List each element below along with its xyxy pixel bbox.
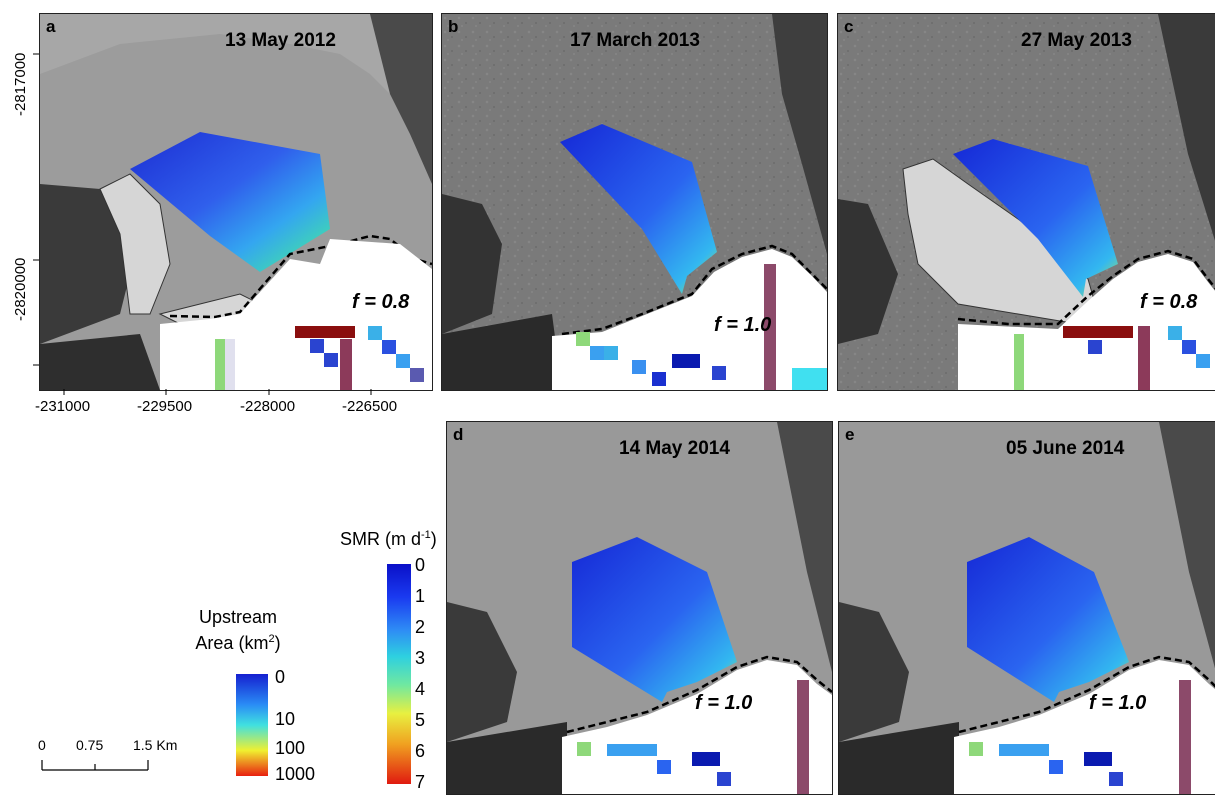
panel-c-f: f = 0.8	[1140, 291, 1198, 313]
area-legend-title: Upstream Area (km2)	[195, 607, 281, 653]
smr-label-4: 4	[415, 679, 426, 699]
panel-a-f: f = 0.8	[352, 291, 410, 313]
scale-bar	[41, 760, 149, 771]
scale-label-2: 1.5 Km	[133, 737, 178, 753]
smr-label-0: 0	[415, 555, 426, 575]
smr-legend-title: SMR (m d-1)	[340, 529, 437, 549]
panel-c-map	[838, 14, 1215, 390]
panel-a-date: 13 May 2012	[225, 30, 336, 51]
panel-e: e 05 June 2014 f = 1.0	[838, 421, 1215, 795]
melt-field	[967, 537, 1129, 702]
smr-label-5: 5	[415, 710, 426, 730]
melt-field	[953, 139, 1118, 297]
panel-e-letter: e	[845, 425, 855, 444]
x-tick-2: -228000	[240, 398, 296, 415]
panel-a: a 13 May 2012 f = 0.8	[39, 13, 433, 391]
panel-c-letter: c	[844, 17, 854, 36]
panel-e-f: f = 1.0	[1089, 692, 1147, 714]
panel-d-letter: d	[453, 425, 464, 444]
y-tick-0: -2817000	[12, 52, 29, 116]
smr-label-3: 3	[415, 648, 426, 668]
smr-colorbar	[387, 564, 411, 784]
panel-b-date: 17 March 2013	[570, 30, 700, 51]
smr-label-2: 2	[415, 617, 426, 637]
panel-d-f: f = 1.0	[695, 692, 753, 714]
area-label-1: 10	[275, 709, 296, 729]
panel-a-map	[40, 14, 432, 390]
melt-field	[572, 537, 737, 702]
scale-label-1: 0.75	[76, 737, 104, 753]
panel-b-f: f = 1.0	[714, 314, 772, 336]
x-tick-1: -229500	[137, 398, 193, 415]
panel-c: c 27 May 2013 f = 0.8	[837, 13, 1215, 391]
panel-d-map	[447, 422, 832, 794]
panel-b: b 17 March 2013 f = 1.0	[441, 13, 828, 391]
melt-field	[560, 124, 717, 294]
panel-b-map	[442, 14, 827, 390]
ice-melange	[552, 249, 827, 390]
panel-a-letter: a	[46, 17, 56, 36]
area-colorbar	[236, 674, 268, 776]
panel-e-map	[839, 422, 1215, 794]
area-label-3: 1000	[275, 764, 316, 784]
x-tick-0: -231000	[35, 398, 91, 415]
smr-label-6: 6	[415, 741, 426, 761]
ice-melange	[562, 660, 832, 794]
panel-d-date: 14 May 2014	[619, 438, 730, 459]
area-label-2: 100	[275, 738, 306, 758]
x-tick-3: -226500	[342, 398, 398, 415]
plume-outline	[99, 173, 171, 315]
panel-c-date: 27 May 2013	[1021, 30, 1132, 51]
area-label-0: 0	[275, 667, 286, 687]
y-tick-1: -2820000	[12, 257, 29, 321]
panel-b-letter: b	[448, 17, 459, 36]
smr-label-7: 7	[415, 772, 426, 792]
melt-field	[130, 132, 330, 272]
scale-label-0: 0	[38, 737, 46, 753]
panel-d: d 14 May 2014 f = 1.0	[446, 421, 833, 795]
ice-melange	[954, 660, 1215, 794]
smr-label-1: 1	[415, 586, 426, 606]
panel-e-date: 05 June 2014	[1006, 438, 1125, 459]
terminus-line	[957, 249, 1215, 326]
panel-a-axis-ticks	[33, 53, 372, 395]
terminus-line	[561, 244, 827, 336]
